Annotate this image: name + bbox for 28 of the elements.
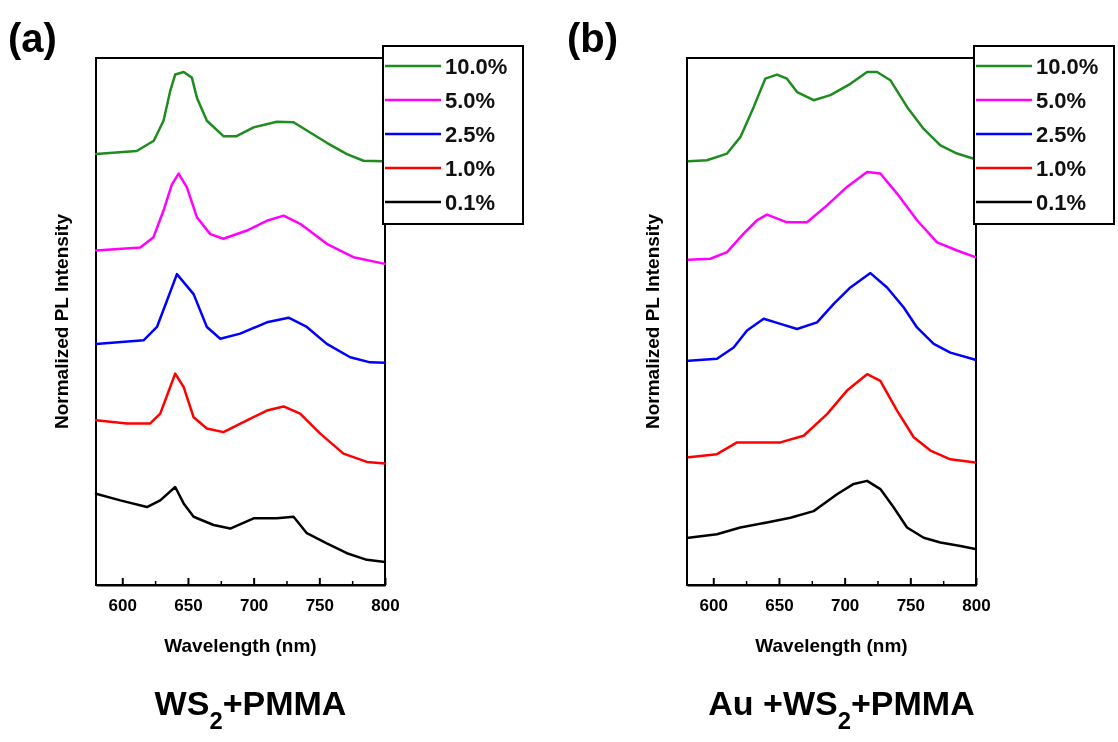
legend-label: 5.0% bbox=[1036, 88, 1087, 113]
x-tick-label: 800 bbox=[962, 596, 991, 616]
x-tick-label: 650 bbox=[765, 596, 794, 616]
x-tick-label: 800 bbox=[371, 596, 400, 616]
x-axis-title: Wavelength (nm) bbox=[164, 635, 317, 656]
legend-label: 2.5% bbox=[1036, 122, 1087, 147]
legend-label: 0.1% bbox=[1036, 190, 1087, 215]
x-tick-label: 600 bbox=[699, 596, 728, 616]
x-axis-title: Wavelength (nm) bbox=[755, 635, 908, 656]
legend-label: 10.0% bbox=[445, 54, 508, 79]
text: (a) bbox=[8, 16, 57, 60]
legend-label: 1.0% bbox=[445, 156, 496, 181]
x-tick-label: 750 bbox=[305, 596, 335, 616]
legend-label: 1.0% bbox=[1036, 156, 1087, 181]
text: Au +WS$_{2}$+PMMA bbox=[708, 684, 975, 734]
legend-label: 5.0% bbox=[445, 88, 496, 113]
x-tick-label: 750 bbox=[896, 596, 926, 616]
legend-label: 0.1% bbox=[445, 190, 496, 215]
text: WS$_{2}$+PMMA bbox=[154, 684, 347, 734]
y-axis-title: Normalized PL Intensity bbox=[51, 213, 72, 430]
text: (b) bbox=[567, 16, 619, 60]
legend-label: 2.5% bbox=[445, 122, 496, 147]
y-axis-title: Normalized PL Intensity bbox=[642, 213, 663, 430]
x-tick-label: 650 bbox=[174, 596, 203, 616]
x-tick-label: 600 bbox=[108, 596, 137, 616]
legend-label: 10.0% bbox=[1036, 54, 1099, 79]
x-tick-label: 700 bbox=[239, 596, 269, 616]
x-tick-label: 700 bbox=[830, 596, 860, 616]
